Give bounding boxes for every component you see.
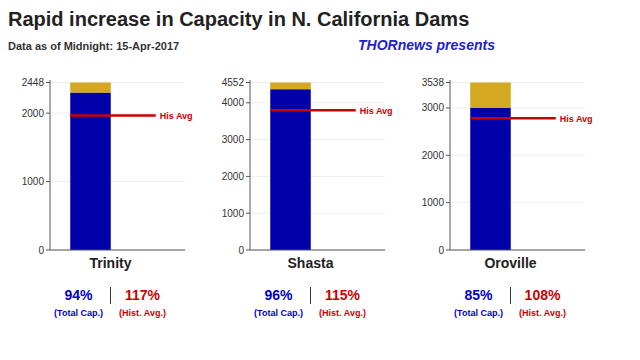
- y-tick: [246, 102, 250, 103]
- y-tick-label: 0: [38, 245, 44, 256]
- title: Rapid increase in Capacity in N. Califor…: [8, 8, 469, 30]
- y-tick-label: 2000: [222, 171, 245, 182]
- y-tick-label: 4000: [222, 97, 245, 108]
- percentage: 94%: [64, 287, 93, 303]
- y-tick: [246, 213, 250, 214]
- percentage-caption: (Total Cap.): [454, 308, 503, 318]
- percentage: 108%: [525, 287, 561, 303]
- bar: [270, 89, 311, 250]
- hist-avg-line: [470, 117, 556, 120]
- panel: 0 1000 2000 2448 His Avg Trinity 94% (Total Cap…: [22, 77, 193, 318]
- hist-avg-label: His Avg: [160, 111, 193, 121]
- y-axis: [450, 80, 451, 250]
- y-tick-label: 2448: [22, 77, 45, 88]
- y-tick: [46, 82, 50, 83]
- hist-avg-line: [70, 114, 156, 117]
- chart: Rapid increase in Capacity in N. Califor…: [0, 0, 640, 360]
- y-tick-label: 4552: [222, 77, 245, 88]
- bar: [470, 83, 511, 108]
- y-tick-label: 1000: [422, 197, 445, 208]
- y-tick-label: 0: [438, 245, 444, 256]
- y-tick-label: 3000: [422, 102, 445, 113]
- grid-line: [250, 250, 385, 251]
- bar: [70, 83, 111, 93]
- x-axis-label: Trinity: [89, 255, 131, 271]
- x-axis: [50, 250, 185, 251]
- y-tick: [246, 176, 250, 177]
- percentage: 85%: [464, 287, 493, 303]
- percentage-caption: (Hist. Avg.): [519, 308, 566, 318]
- marks: [270, 83, 356, 250]
- y-tick-label: 2000: [422, 150, 445, 161]
- y-tick-label: 0: [238, 245, 244, 256]
- y-tick: [446, 202, 450, 203]
- branding: THORnews presents: [358, 37, 495, 53]
- y-tick-label: 3000: [222, 134, 245, 145]
- y-tick-label: 1000: [22, 176, 45, 187]
- y-tick: [246, 250, 250, 251]
- bar: [470, 108, 511, 250]
- percentage-caption: (Total Cap.): [54, 308, 103, 318]
- y-tick: [446, 250, 450, 251]
- y-axis: [250, 80, 251, 250]
- bar: [270, 83, 311, 90]
- grid-line: [450, 250, 585, 251]
- y-tick: [46, 250, 50, 251]
- percentage: 96%: [264, 287, 293, 303]
- y-axis: [50, 80, 51, 250]
- separator: [310, 287, 311, 304]
- marks: [70, 83, 156, 250]
- y-tick: [446, 155, 450, 156]
- y-tick-label: 3538: [422, 77, 445, 88]
- percentage-caption: (Hist. Avg.): [319, 308, 366, 318]
- panel: 0 1000 2000 3000 4000 4552 His Avg Shasta 96% (To…: [222, 77, 393, 318]
- y-tick: [46, 181, 50, 182]
- grid-line: [50, 250, 185, 251]
- percentage: 117%: [125, 287, 161, 303]
- y-tick: [246, 139, 250, 140]
- x-axis-label: Shasta: [288, 255, 334, 271]
- y-tick: [446, 107, 450, 108]
- separator: [110, 287, 111, 304]
- hist-avg-label: His Avg: [360, 106, 393, 116]
- percentage: 115%: [325, 287, 361, 303]
- percentage-caption: (Total Cap.): [254, 308, 303, 318]
- y-tick: [446, 82, 450, 83]
- hist-avg-label: His Avg: [560, 114, 593, 124]
- y-tick-label: 1000: [222, 208, 245, 219]
- y-tick-label: 2000: [22, 108, 45, 119]
- subtitle: Data as of Midnight: 15-Apr-2017: [8, 40, 179, 52]
- y-tick: [246, 82, 250, 83]
- hist-avg-line: [270, 109, 356, 112]
- x-axis: [250, 250, 385, 251]
- panel: 0 1000 2000 3000 3538 His Avg Oroville 85% (Tota…: [422, 77, 593, 318]
- y-tick: [46, 113, 50, 114]
- x-axis: [450, 250, 585, 251]
- marks: [470, 83, 556, 250]
- percentage-caption: (Hist. Avg.): [119, 308, 166, 318]
- separator: [510, 287, 511, 304]
- x-axis-label: Oroville: [484, 255, 536, 271]
